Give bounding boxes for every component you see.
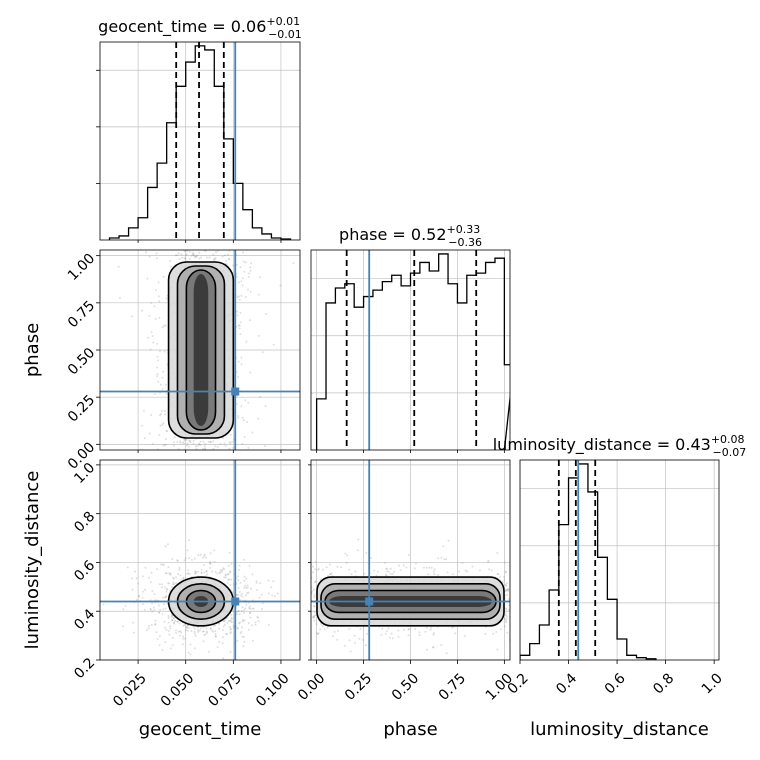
truth-marker: [365, 597, 374, 606]
y-tick-label: 0.2: [71, 655, 98, 682]
x-tick-label: 0.100: [253, 670, 293, 710]
y-axis-title-luminosity_distance: luminosity_distance: [22, 471, 43, 650]
panel-title-plus: +0.33: [447, 223, 481, 236]
histogram-geocent_time: [100, 42, 300, 240]
panel-title-luminosity_distance: luminosity_distance = 0.43+0.08 −0.07: [493, 433, 747, 459]
histogram-frame-luminosity_distance: [519, 459, 720, 661]
y-tick-label: 1.00: [65, 251, 98, 284]
density-level-3: [193, 274, 209, 426]
density-phase-luminosity_distance: [311, 460, 510, 660]
y-tick-label: 0.6: [71, 557, 98, 584]
histogram-step-geocent_time: [108, 45, 292, 240]
panel-title-minus: −0.07: [713, 446, 747, 459]
y-tick-label: 0.8: [71, 509, 98, 536]
panel-title-plus: +0.01: [266, 15, 300, 28]
x-tick-label: 0.8: [650, 670, 677, 697]
x-tick-label: 0.50: [389, 670, 422, 703]
x-tick-label: 0.025: [110, 670, 150, 710]
y-tick-label: 0.50: [65, 345, 98, 378]
panel-title-phase: phase = 0.52+0.33 −0.36: [339, 223, 482, 249]
y-axis-title-phase: phase: [22, 323, 43, 377]
y-tick-label: 0.25: [65, 392, 98, 425]
y-tick-label: 0.75: [65, 298, 98, 331]
density-frame-geocent_time-luminosity_distance: [99, 459, 301, 661]
x-tick-label: 0.050: [158, 670, 198, 710]
x-tick-label: 0.25: [342, 670, 375, 703]
panel-title-plus: +0.08: [711, 433, 745, 446]
panel-title-main: phase = 0.52: [339, 225, 446, 244]
panel-title-minus: −0.01: [268, 28, 302, 41]
histogram-step-luminosity_distance: [520, 463, 657, 660]
truth-marker: [231, 387, 240, 396]
panel-title-geocent_time: geocent_time = 0.06+0.01 −0.01: [98, 15, 302, 41]
x-tick-label: 0.75: [436, 670, 469, 703]
histogram-frame-geocent_time: [99, 41, 301, 241]
histogram-phase: [311, 250, 510, 450]
x-axis-title-phase: phase: [383, 719, 437, 740]
truth-marker: [231, 597, 240, 606]
panel-title-minus: −0.36: [448, 236, 482, 249]
x-axis-title-luminosity_distance: luminosity_distance: [530, 719, 709, 740]
density-geocent_time-luminosity_distance: [100, 460, 300, 660]
panel-title-main: geocent_time = 0.06: [98, 17, 266, 37]
x-tick-label: 0.075: [205, 670, 245, 710]
x-tick-label: 0.00: [295, 670, 328, 703]
histogram-luminosity_distance: [520, 460, 719, 660]
x-tick-label: 1.0: [699, 670, 726, 697]
x-tick-label: 0.4: [553, 670, 580, 697]
density-geocent_time-phase: [100, 250, 300, 450]
y-tick-label: 0.4: [71, 606, 98, 633]
x-axis-title-geocent_time: geocent_time: [139, 719, 262, 740]
x-tick-label: 0.6: [602, 670, 629, 697]
panel-title-main: luminosity_distance = 0.43: [493, 435, 711, 455]
